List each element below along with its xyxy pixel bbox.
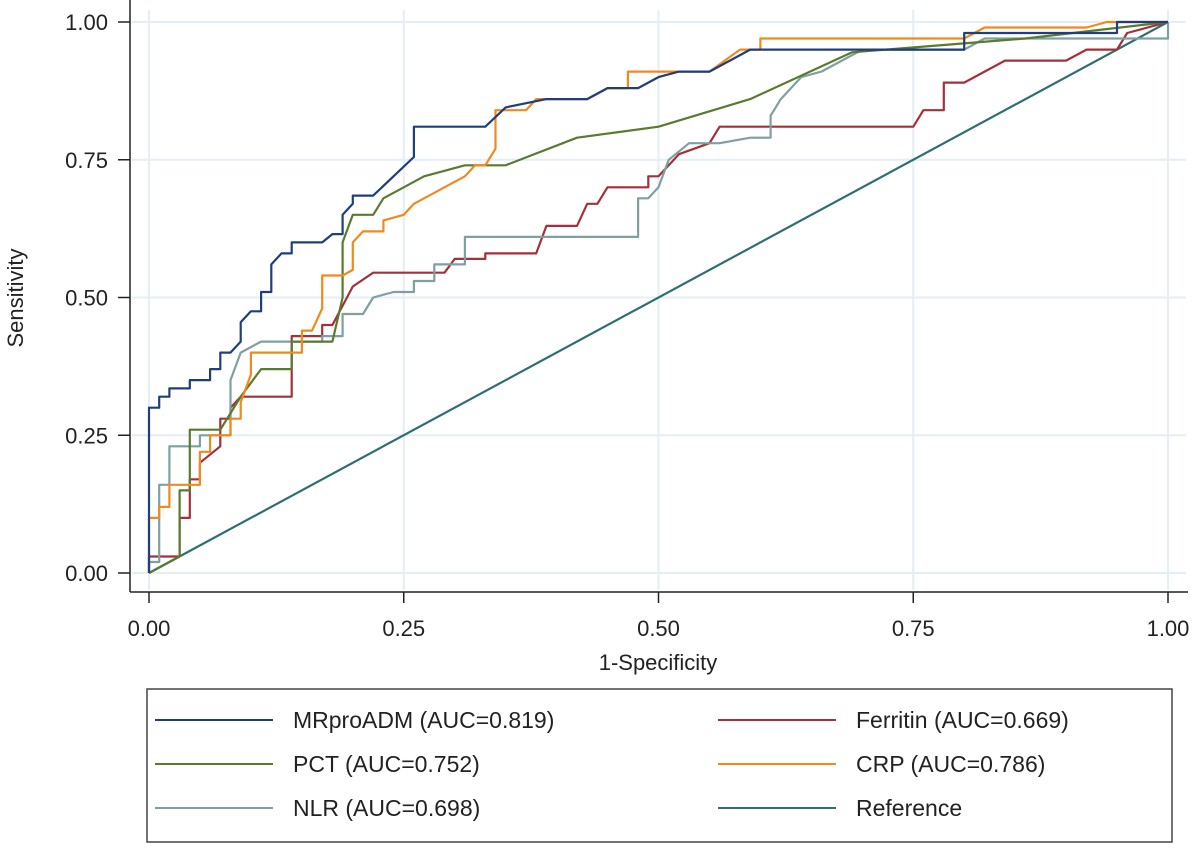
x-tick-label: 0.75 <box>892 616 935 641</box>
legend-label: MRproADM (AUC=0.819) <box>293 707 554 733</box>
legend-label: Reference <box>856 795 962 821</box>
y-tick-label: 1.00 <box>65 10 108 35</box>
axes: 0.00 0.25 0.50 0.75 1.00 0.00 0.25 0.50 0.75 1.00 <box>65 0 1189 641</box>
x-tick-label: 0.25 <box>382 616 425 641</box>
legend: MRproADM (AUC=0.819) PCT (AUC=0.752) NLR (… <box>155 707 1069 821</box>
x-tick-label: 0.00 <box>128 616 171 641</box>
series-lines <box>147 20 1170 574</box>
x-axis-label: 1-Specificity <box>599 650 718 675</box>
y-tick-label: 0.25 <box>65 423 108 448</box>
legend-box <box>146 688 1173 843</box>
grid <box>132 10 1186 590</box>
x-tick-label: 0.50 <box>637 616 680 641</box>
y-tick-label: 0.00 <box>65 561 108 586</box>
legend-label: CRP (AUC=0.786) <box>856 751 1045 777</box>
legend-label: NLR (AUC=0.698) <box>293 795 480 821</box>
series-line-ferritin <box>147 20 1169 573</box>
legend-label: PCT (AUC=0.752) <box>293 751 480 777</box>
y-tick-label: 0.50 <box>65 286 108 311</box>
series-line-mrproadm <box>147 20 1168 573</box>
series-line-reference <box>148 21 1169 574</box>
y-axis-label: Sensitivity <box>3 248 28 347</box>
legend-label: Ferritin (AUC=0.669) <box>856 707 1069 733</box>
series-line-pct <box>148 20 1169 574</box>
x-tick-label: 1.00 <box>1147 616 1190 641</box>
y-tick-label: 0.75 <box>65 148 108 173</box>
